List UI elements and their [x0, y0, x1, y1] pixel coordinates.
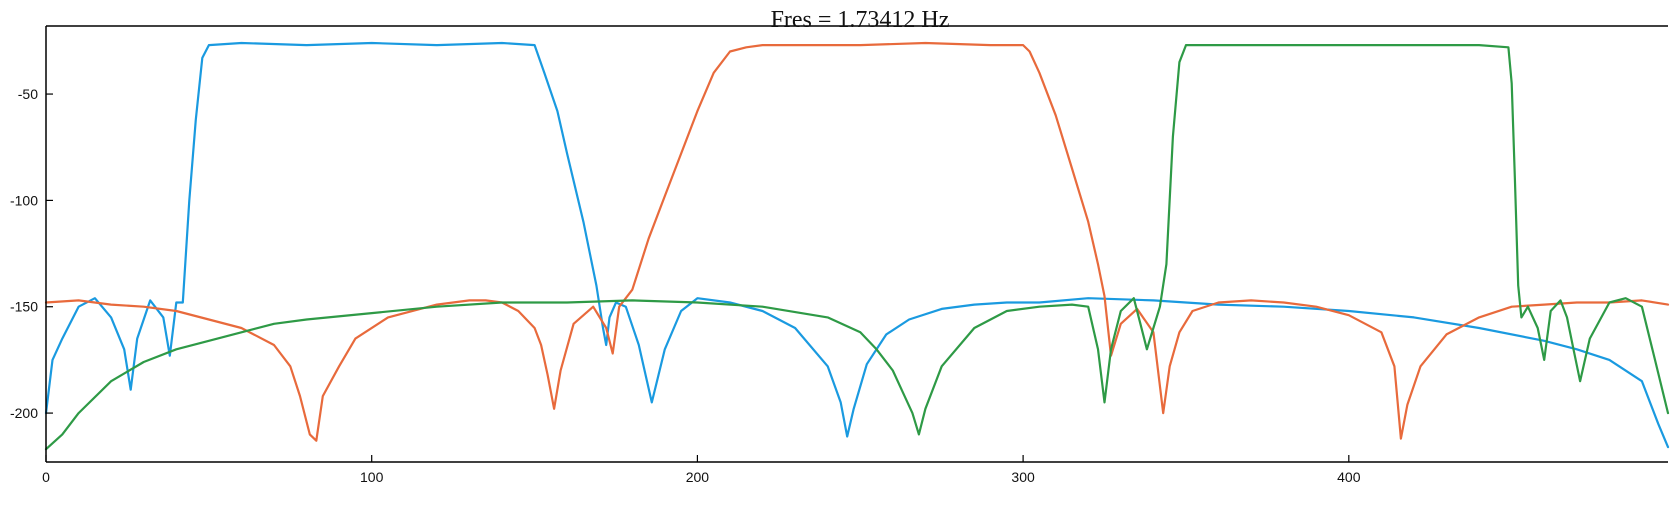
x-tick-label: 200 [686, 469, 710, 485]
x-tick-label: 400 [1337, 469, 1361, 485]
series-line-1 [44, 41, 1670, 449]
ticks-layer: 0 100 200 300 400 -50 -100 -150 -200 [10, 86, 1361, 485]
x-tick-label: 0 [42, 469, 50, 485]
x-tick-label: 100 [360, 469, 384, 485]
chart-title: Fres = 1.73412 Hz [771, 7, 950, 33]
series-layer [44, 41, 1670, 451]
axes-layer [45, 25, 1668, 463]
series-line-2 [44, 41, 1670, 442]
y-tick-label: -100 [10, 192, 38, 208]
y-tick-label: -50 [18, 86, 38, 102]
y-tick-label: -200 [10, 405, 38, 421]
series-line-3 [44, 44, 1670, 451]
x-tick-label: 300 [1011, 469, 1035, 485]
y-tick-label: -150 [10, 299, 38, 315]
